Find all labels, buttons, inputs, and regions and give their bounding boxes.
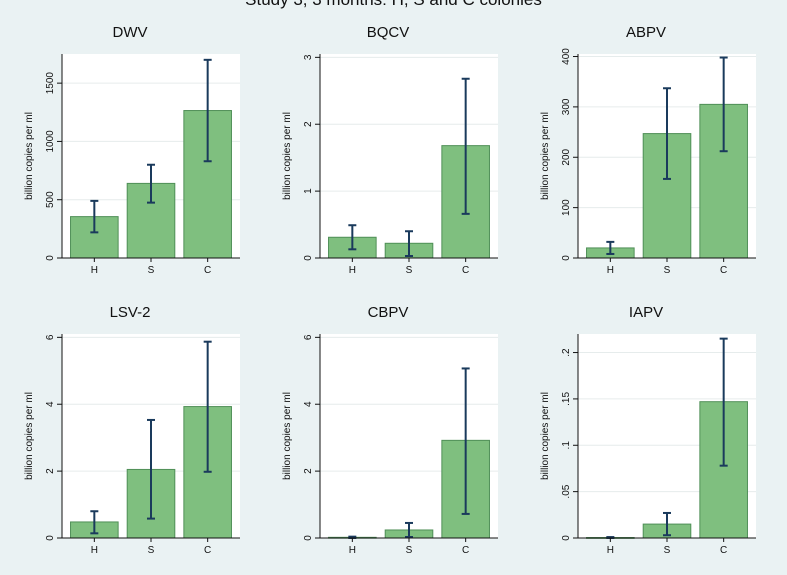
x-tick-label: H (91, 265, 98, 276)
y-tick-label: 4 (45, 401, 56, 407)
y-tick-label: 0 (45, 255, 56, 261)
y-tick-label: 0 (45, 535, 56, 541)
y-axis-label: billion copies per ml (540, 392, 551, 480)
error-bar-lsv-2-h (90, 510, 99, 535)
chart-title-abpv: ABPV (625, 24, 667, 41)
y-tick-label: 300 (561, 98, 572, 115)
y-tick-label: 1 (303, 188, 314, 194)
y-tick-label: 6 (303, 334, 314, 340)
x-tick-label: C (204, 545, 211, 556)
y-axis-label: billion copies per ml (282, 392, 293, 480)
chart-panel-cbpv: CBPV H S C 0 2 4 6 billion copies per ml (268, 302, 508, 558)
x-tick-label: C (720, 545, 727, 556)
chart-svg-lsv-2: H S C 0 2 4 6 billion copies per ml (24, 334, 240, 556)
chart-svg-abpv: H S C 0 100 200 300 400 billion copies per ml (540, 48, 756, 276)
y-tick-label: .15 (561, 392, 572, 406)
y-tick-label: 100 (561, 199, 572, 216)
y-tick-label: 6 (45, 334, 56, 340)
x-tick-label: H (91, 545, 98, 556)
x-tick-label: C (462, 265, 469, 276)
x-tick-label: S (406, 265, 413, 276)
y-axis-label: billion copies per ml (24, 112, 35, 200)
error-bar-bqcv-s (405, 230, 413, 257)
error-bar-dwv-h (90, 199, 99, 234)
y-tick-label: 400 (561, 48, 572, 65)
y-tick-label: 1000 (45, 130, 56, 153)
error-bar-iapv-c (719, 337, 728, 467)
y-tick-label: 0 (303, 255, 314, 261)
y-axis-label: billion copies per ml (24, 392, 35, 480)
y-tick-label: 200 (561, 148, 572, 165)
figure-title: Study 3, 3 months: H, S and C colonies (0, 0, 787, 10)
y-tick-label: 2 (303, 468, 314, 474)
x-tick-label: S (664, 545, 671, 556)
x-tick-label: S (406, 545, 413, 556)
error-bar-cbpv-c (461, 367, 470, 515)
y-tick-label: .05 (561, 484, 572, 498)
error-bar-abpv-c (719, 56, 728, 153)
x-tick-label: H (349, 265, 356, 276)
chart-title-iapv: IAPV (628, 304, 664, 321)
chart-panel-abpv: ABPV H S C 0 100 200 300 400 billion copies per m… (526, 22, 766, 278)
x-tick-label: H (349, 545, 356, 556)
y-tick-label: .1 (561, 441, 572, 450)
chart-panel-dwv: DWV H S C 0 500 1000 1500 billion copies per ml (10, 22, 250, 278)
y-tick-label: 3 (303, 54, 314, 60)
y-axis-label: billion copies per ml (282, 112, 293, 200)
y-tick-label: 500 (45, 191, 56, 208)
chart-svg-cbpv: H S C 0 2 4 6 billion copies per ml (282, 334, 498, 556)
error-bar-bqcv-h (348, 224, 357, 251)
x-tick-label: S (664, 265, 671, 276)
x-tick-label: H (607, 265, 614, 276)
chart-panel-iapv: IAPV H S C 0 .05 .1 .15 .2 billion copies per ml (526, 302, 766, 558)
chart-svg-iapv: H S C 0 .05 .1 .15 .2 billion copies per ml (540, 334, 756, 556)
y-tick-label: 2 (45, 468, 56, 474)
x-tick-label: C (204, 265, 211, 276)
chart-svg-bqcv: H S C 0 1 2 3 billion copies per ml (282, 54, 498, 276)
x-tick-label: S (148, 545, 155, 556)
chart-panel-bqcv: BQCV H S C 0 1 2 3 billion copies per ml (268, 22, 508, 278)
x-tick-label: C (720, 265, 727, 276)
error-bar-dwv-s (147, 163, 155, 204)
error-bar-cbpv-s (405, 521, 413, 538)
y-tick-label: .2 (561, 348, 572, 357)
y-tick-label: 0 (561, 255, 572, 261)
error-bar-iapv-s (663, 511, 671, 537)
error-bar-lsv-2-c (203, 340, 212, 473)
chart-panel-lsv-2: LSV-2 H S C 0 2 4 6 billion copies per ml (10, 302, 250, 558)
chart-title-dwv: DWV (112, 24, 148, 41)
x-tick-label: H (607, 545, 614, 556)
x-tick-label: S (148, 265, 155, 276)
x-tick-label: C (462, 545, 469, 556)
chart-title-cbpv: CBPV (367, 304, 409, 321)
y-axis-label: billion copies per ml (540, 112, 551, 200)
chart-svg-dwv: H S C 0 500 1000 1500 billion copies per ml (24, 54, 240, 276)
chart-title-bqcv: BQCV (366, 24, 410, 41)
error-bar-abpv-h (606, 240, 615, 255)
y-tick-label: 0 (303, 535, 314, 541)
y-tick-label: 4 (303, 401, 314, 407)
y-tick-label: 2 (303, 121, 314, 127)
y-tick-label: 0 (561, 535, 572, 541)
error-bar-abpv-s (663, 87, 671, 180)
error-bar-bqcv-c (461, 77, 470, 215)
chart-title-lsv-2: LSV-2 (109, 304, 151, 321)
y-tick-label: 1500 (45, 72, 56, 95)
error-bar-lsv-2-s (147, 418, 155, 520)
error-bar-dwv-c (203, 58, 212, 163)
